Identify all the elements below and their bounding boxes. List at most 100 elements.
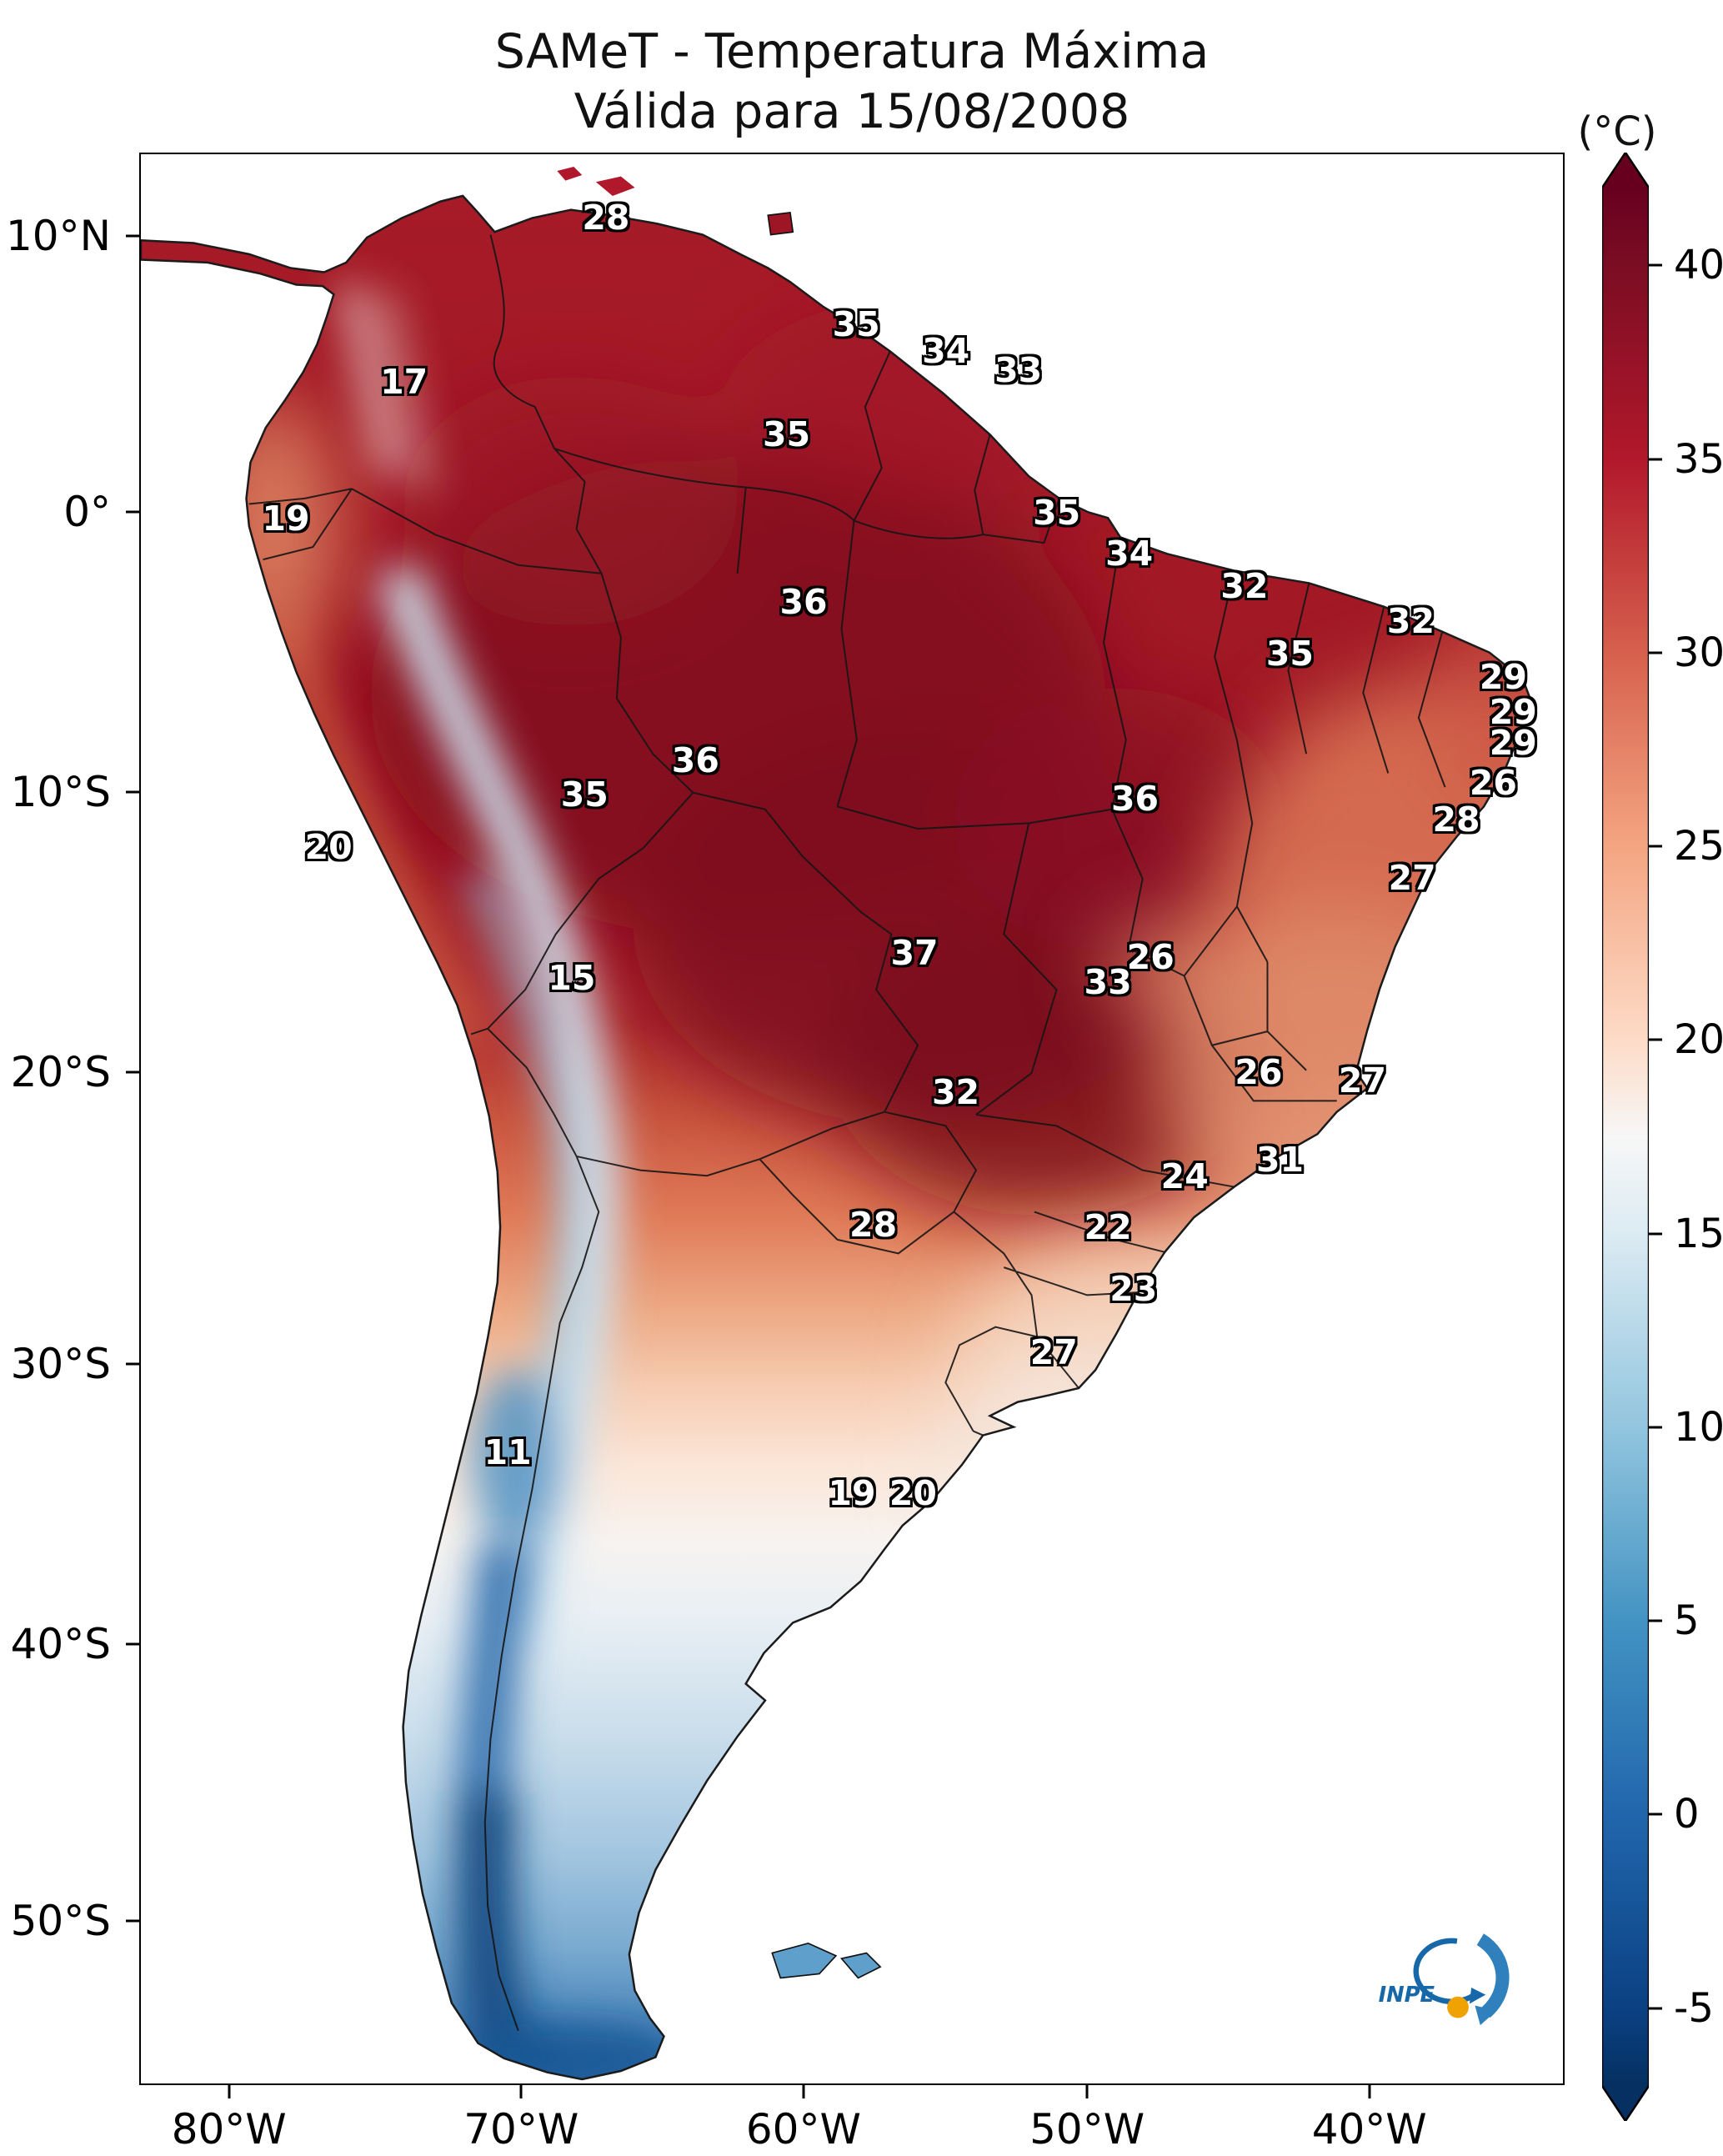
- inpe-logo: INPE: [1371, 1913, 1528, 2048]
- temp-value-label: 34: [922, 331, 970, 372]
- axis-tick-mark: [126, 1362, 139, 1366]
- temp-value-label: 20: [304, 826, 353, 867]
- map-svg: [141, 166, 1533, 2081]
- axis-tick-mark: [519, 2085, 523, 2098]
- colorbar-tick-label: 40: [1674, 242, 1723, 289]
- temp-value-label: 26: [1126, 936, 1175, 977]
- colorbar-tick-mark: [1649, 263, 1662, 267]
- temp-value-label: 31: [1255, 1139, 1305, 1180]
- colorbar-tick-mark: [1649, 2007, 1662, 2010]
- axis-tick-mark: [126, 1642, 139, 1646]
- temp-value-label: 26: [1469, 763, 1517, 804]
- colorbar-tick-mark: [1649, 1619, 1662, 1622]
- temp-value-label: 36: [1110, 778, 1160, 819]
- colorbar-tick-mark: [1649, 458, 1662, 461]
- colorbar-tick-mark: [1649, 1232, 1662, 1236]
- colorbar: 40 35 30 25 20 15 10 5 0 -5: [1600, 150, 1723, 2123]
- axis-tick-label: 30°S: [10, 1340, 111, 1389]
- temp-value-label: 19: [828, 1472, 876, 1513]
- colorbar-tick-label: 20: [1674, 1016, 1723, 1064]
- temp-value-label: 28: [582, 198, 630, 238]
- colorbar-ticks: 40 35 30 25 20 15 10 5 0 -5: [1649, 188, 1723, 2086]
- colorbar-tick-mark: [1649, 1038, 1662, 1041]
- country-borders: [248, 234, 1446, 2032]
- colorbar-tick-label: 5: [1674, 1597, 1700, 1645]
- lat-axis: 10°N 0° 10°S 20°S 30°S 40°S 50°S: [0, 153, 139, 2085]
- title-block: SAMeT - Temperatura Máxima Válida para 1…: [139, 22, 1565, 142]
- lon-axis: 80°W 70°W 60°W 50°W 40°W: [139, 2085, 1565, 2156]
- temp-value-label: 35: [762, 414, 811, 454]
- axis-tick-mark: [1085, 2085, 1089, 2098]
- axis-tick-mark: [126, 1919, 139, 1923]
- colorbar-tick-label: 25: [1674, 823, 1723, 870]
- colorbar-unit-label: (°C): [1577, 108, 1657, 155]
- temp-value-label: 29: [1479, 657, 1527, 698]
- axis-tick-mark: [1368, 2085, 1371, 2098]
- temp-value-label: 34: [1105, 533, 1154, 574]
- temp-value-label: 28: [849, 1205, 898, 1246]
- colorbar-tick-label: 30: [1674, 629, 1723, 676]
- temp-value-label: 29: [1489, 691, 1537, 732]
- axis-tick-mark: [126, 1070, 139, 1074]
- axis-tick-label: 10°N: [5, 211, 111, 260]
- axis-tick-label: 80°W: [171, 2105, 287, 2153]
- temp-value-label: 33: [1084, 961, 1132, 1002]
- axis-tick-label: 40°W: [1311, 2105, 1427, 2153]
- axis-tick-label: 0°: [63, 488, 111, 537]
- temp-value-label: 24: [1160, 1156, 1209, 1197]
- axis-tick-mark: [126, 510, 139, 514]
- temp-value-label: 35: [832, 303, 880, 344]
- axis-tick-label: 20°S: [10, 1048, 111, 1097]
- colorbar-tick-label: -5: [1674, 1984, 1714, 2032]
- temp-value-label: 11: [483, 1432, 532, 1473]
- axis-tick-label: 10°S: [10, 768, 111, 817]
- temp-value-label: 26: [1235, 1052, 1283, 1093]
- temp-value-label: 32: [1386, 600, 1435, 641]
- map-frame: 28 17 35 34 33 35 19 35 34 32 36 32 35 29 29 29 36 26 35 36…: [139, 153, 1565, 2085]
- temp-value-label: 28: [1432, 800, 1480, 840]
- colorbar-tick-label: 10: [1674, 1403, 1723, 1451]
- page-title: SAMeT - Temperatura Máxima: [494, 24, 1210, 79]
- temp-value-label: 37: [890, 932, 939, 973]
- axis-tick-mark: [228, 2085, 231, 2098]
- inpe-logo-orange-dot: [1446, 1997, 1469, 2018]
- axis-tick-label: 50°S: [10, 1896, 111, 1945]
- coastline: [141, 194, 1533, 2081]
- colorbar-tick-mark: [1649, 651, 1662, 654]
- inpe-logo-graphic: INPE: [1378, 1933, 1510, 2026]
- temp-value-label: 32: [1220, 566, 1269, 607]
- temp-label-layer: 28 17 35 34 33 35 19 35 34 32 36 32 35 29 29 29 36 26 35 36…: [141, 154, 1563, 2083]
- axis-tick-label: 70°W: [463, 2105, 579, 2153]
- axis-tick-mark: [802, 2085, 805, 2098]
- colorbar-tick-label: 0: [1674, 1791, 1700, 1838]
- temp-value-label: 22: [1084, 1206, 1132, 1247]
- temp-value-label: 27: [1029, 1331, 1078, 1372]
- axis-tick-label: 50°W: [1029, 2105, 1145, 2153]
- colorbar-tick-label: 15: [1674, 1210, 1723, 1257]
- temp-value-label: 35: [1265, 634, 1314, 674]
- axis-tick-mark: [126, 234, 139, 238]
- axis-tick-label: 60°W: [745, 2105, 861, 2153]
- temp-value-label: 20: [889, 1472, 937, 1513]
- temp-value-label: 17: [380, 362, 428, 403]
- colorbar-tick-mark: [1649, 1426, 1662, 1429]
- temp-value-label: 33: [994, 350, 1043, 391]
- temp-value-label: 36: [779, 581, 828, 622]
- axis-tick-mark: [126, 790, 139, 794]
- temp-value-label: 27: [1388, 857, 1436, 898]
- colorbar-bar: [1600, 150, 1650, 2123]
- temp-value-label: 23: [1109, 1268, 1158, 1309]
- temp-value-label: 35: [1033, 493, 1081, 534]
- axis-tick-label: 40°S: [10, 1620, 111, 1669]
- temp-value-label: 15: [548, 958, 596, 999]
- temp-value-label: 36: [671, 740, 719, 780]
- temp-value-label: 19: [262, 499, 310, 539]
- colorbar-tick-mark: [1649, 1813, 1662, 1816]
- colorbar-tick-mark: [1649, 845, 1662, 848]
- inpe-logo-text: INPE: [1378, 1983, 1435, 2008]
- temp-value-label: 29: [1489, 722, 1537, 763]
- page-subtitle: Válida para 15/08/2008: [573, 84, 1130, 139]
- temp-value-label: 32: [932, 1071, 980, 1112]
- colorbar-tick-label: 35: [1674, 435, 1723, 483]
